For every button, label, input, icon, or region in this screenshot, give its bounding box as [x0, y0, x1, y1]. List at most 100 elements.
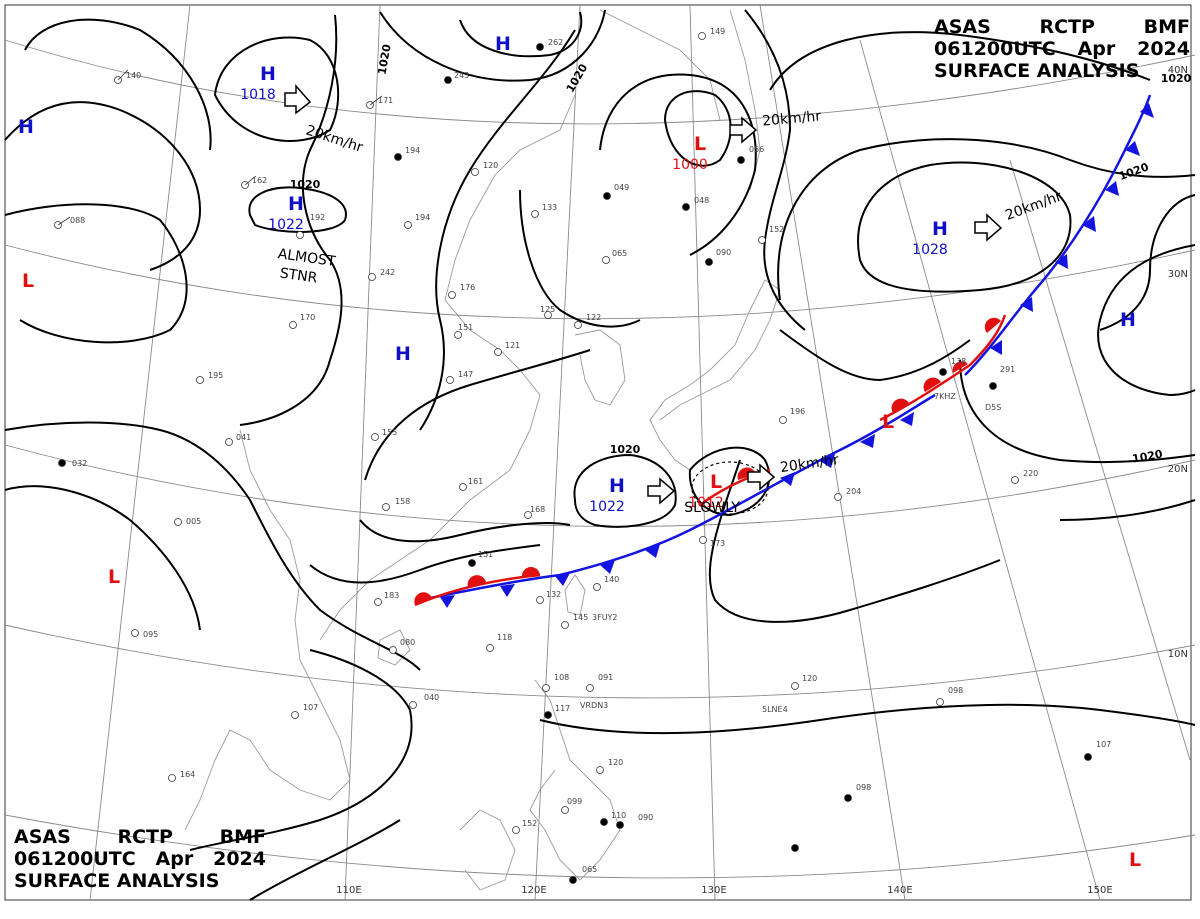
station-pressure-value: 132 — [546, 590, 561, 599]
warm-bulb — [952, 361, 968, 373]
station-marker-icon — [241, 175, 257, 189]
high-center-symbol: H — [260, 63, 276, 85]
station-pressure-value: 196 — [790, 407, 805, 416]
station-pressure-value: 095 — [143, 630, 158, 639]
title-month: Apr — [1077, 38, 1116, 60]
parallel-20n — [4, 444, 1196, 527]
ship-station-id: 5LNE4 — [762, 705, 788, 714]
station-pressure-value: 164 — [180, 770, 195, 779]
station-pressure-value: 161 — [468, 477, 483, 486]
coast-philippines — [529, 679, 621, 881]
station-marker-icon — [1011, 476, 1019, 484]
station-pressure-value: 088 — [70, 216, 85, 225]
cold-barb — [1105, 181, 1119, 196]
station-marker-icon — [699, 536, 707, 544]
title-agency: ASAS — [14, 826, 71, 848]
station-pressure-value: 121 — [505, 341, 520, 350]
high-center-symbol: H — [395, 343, 411, 365]
low-center-symbol: L — [1129, 849, 1141, 871]
station-pressure-value: 120 — [608, 758, 623, 767]
station-marker-icon — [682, 203, 690, 211]
station-pressure-value: 090 — [716, 248, 731, 257]
station-pressure-value: 152 — [769, 225, 784, 234]
isobar-north-h2 — [459, 11, 583, 58]
station-marker-icon — [561, 806, 569, 814]
station-pressure-value: 262 — [548, 38, 563, 47]
station-marker-icon — [603, 192, 611, 200]
cold-barb — [1020, 297, 1033, 312]
station-marker-icon — [54, 216, 71, 229]
low-center-symbol: L — [694, 133, 706, 155]
high-center-symbol: H — [495, 33, 511, 55]
station-pressure-value: 192 — [310, 213, 325, 222]
cold-barb — [780, 472, 795, 486]
station-marker-icon — [371, 433, 379, 441]
pressure-centers: H 1018 H 1022 H 1022 H 1028 L 1000 L 1012 H H H H L L L L — [18, 33, 1141, 871]
station-pressure-value: 080 — [400, 638, 415, 647]
station-marker-icon — [446, 376, 454, 384]
low-dashed-ring — [691, 461, 769, 515]
title-line-2: 061200UTC Apr 2024 — [14, 848, 266, 870]
station-pressure-value: 090 — [638, 813, 653, 822]
station-pressure-value: 049 — [614, 183, 629, 192]
longitude-label: 140E — [887, 885, 912, 896]
coast-indochina — [184, 429, 351, 831]
station-pressure-value: 171 — [378, 96, 393, 105]
station-marker-icon — [596, 766, 604, 774]
isobar-1028-inner — [857, 161, 1072, 293]
station-pressure-value: 147 — [458, 370, 473, 379]
station-marker-icon — [844, 794, 852, 802]
station-marker-icon — [569, 876, 577, 884]
station-marker-icon — [296, 231, 304, 239]
latitude-label: 20N — [1168, 464, 1188, 475]
station-pressure-value: 162 — [252, 176, 267, 185]
center-pressure-value: 1022 — [268, 217, 304, 233]
title-station: RCTP — [1039, 16, 1095, 38]
center-pressure-value: 1022 — [589, 499, 625, 515]
cold-barb — [860, 434, 875, 448]
station-pressure-value: 120 — [802, 674, 817, 683]
parallel-10n — [4, 624, 1196, 699]
station-pressure-value: 098 — [856, 783, 871, 792]
ship-station-id: 3FUY2 — [592, 613, 618, 622]
cold-barb — [1055, 254, 1068, 269]
title-line-3: SURFACE ANALYSIS — [14, 870, 266, 892]
system-status-label: SLOWLY — [684, 500, 740, 516]
isobar-nw-1 — [24, 18, 212, 151]
station-marker-icon — [289, 321, 297, 329]
longitude-label: 120E — [521, 885, 546, 896]
station-pressure-value: 151 — [478, 550, 493, 559]
station-marker-icon — [602, 256, 610, 264]
station-pressure-value: 170 — [300, 313, 315, 322]
isobar-value-label: 1020 — [290, 178, 321, 191]
station-pressure-value: 041 — [236, 433, 251, 442]
meridian-160e — [1009, 159, 1191, 761]
isobar-l-1000b — [599, 73, 757, 256]
station-pressure-value: 152 — [522, 819, 537, 828]
station-pressure-value: 140 — [604, 575, 619, 584]
station-pressure-value: 107 — [1096, 740, 1111, 749]
center-pressure-value: 1000 — [672, 157, 708, 173]
parallel-40n — [4, 39, 1196, 125]
station-marker-icon — [737, 156, 745, 164]
station-pressure-value: 110 — [611, 811, 626, 820]
station-pressure-value: 220 — [1023, 469, 1038, 478]
station-marker-icon — [561, 621, 569, 629]
isobar-trop-5 — [189, 649, 413, 851]
station-marker-icon — [544, 711, 552, 719]
station-pressure-value: 120 — [483, 161, 498, 170]
station-marker-icon — [225, 438, 233, 446]
isobar-east — [1097, 244, 1196, 397]
cold-front-barbs — [440, 103, 1154, 608]
isobar-value-label: 1020 — [375, 43, 393, 76]
isobar-w-2 — [4, 101, 202, 271]
station-marker-icon — [544, 311, 552, 319]
motion-arrow-icon — [974, 213, 1003, 242]
isobar-n-1 — [239, 14, 343, 426]
isobar-trop-1 — [364, 349, 591, 481]
warm-bulb — [891, 398, 909, 413]
high-center-symbol: H — [18, 116, 34, 138]
motion-arrow-icon — [284, 84, 312, 115]
station-marker-icon — [404, 221, 412, 229]
isobar-1018 — [213, 36, 340, 142]
